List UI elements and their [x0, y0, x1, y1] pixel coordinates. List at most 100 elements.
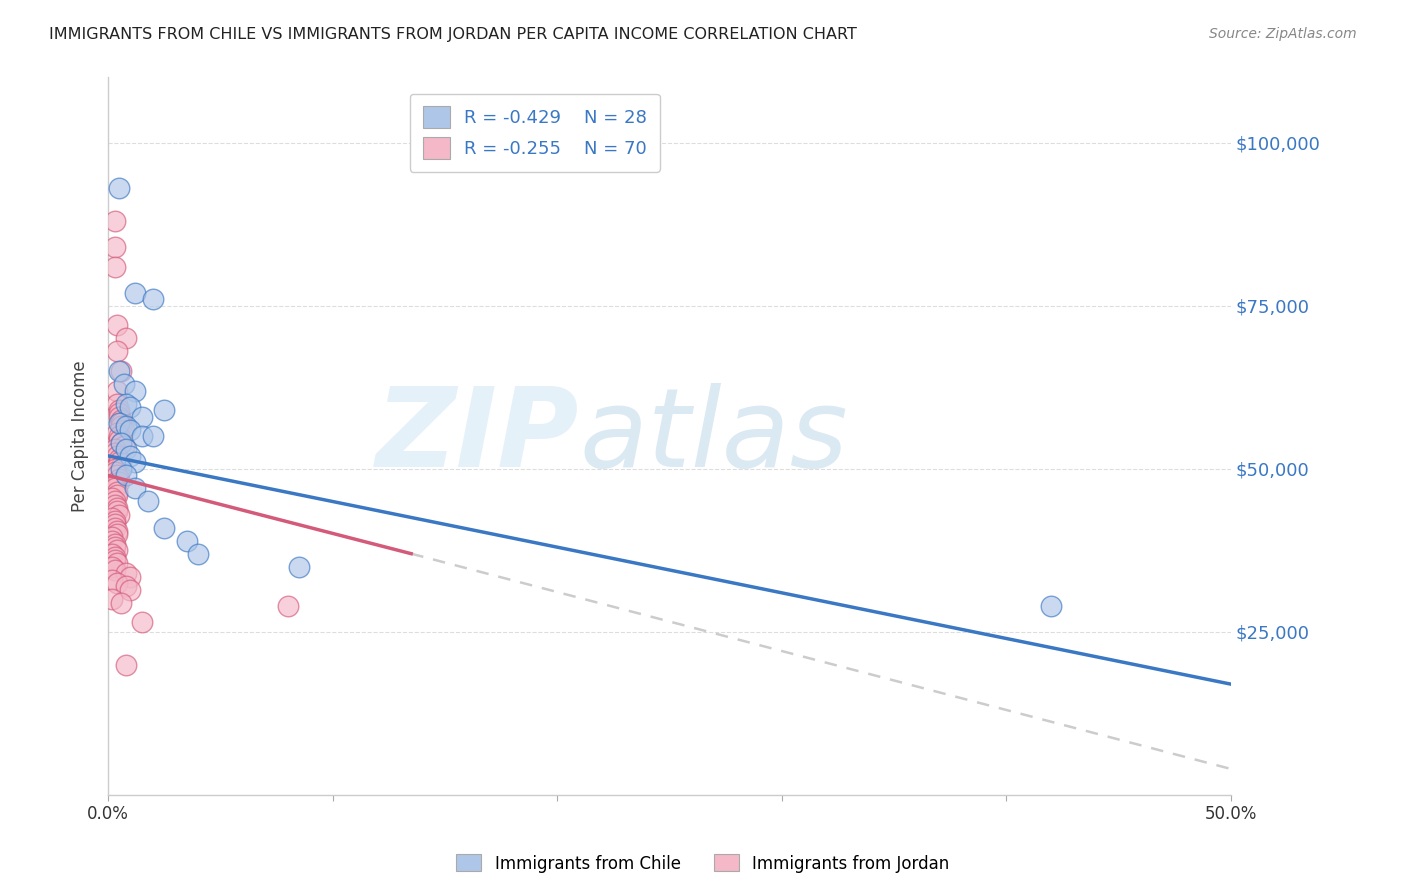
- Point: [104, 563, 127, 577]
- Point: [131, 409, 153, 424]
- Point: [142, 429, 165, 443]
- Point: [120, 582, 142, 597]
- Point: [108, 429, 131, 443]
- Point: [112, 439, 135, 453]
- Point: [101, 559, 124, 574]
- Point: [104, 537, 127, 551]
- Point: [115, 331, 138, 345]
- Point: [176, 533, 198, 548]
- Point: [104, 494, 127, 508]
- Point: [108, 433, 131, 447]
- Point: [104, 520, 127, 534]
- Point: [110, 462, 132, 476]
- Point: [120, 569, 142, 583]
- Point: [108, 364, 131, 378]
- Text: ZIP: ZIP: [377, 383, 579, 490]
- Point: [110, 435, 132, 450]
- Point: [101, 573, 124, 587]
- Point: [105, 344, 128, 359]
- Point: [108, 455, 131, 469]
- Point: [101, 491, 124, 506]
- Point: [104, 260, 127, 274]
- Point: [115, 397, 138, 411]
- Point: [101, 592, 124, 607]
- Legend: R = -0.429    N = 28, R = -0.255    N = 70: R = -0.429 N = 28, R = -0.255 N = 70: [411, 94, 659, 172]
- Point: [110, 419, 132, 434]
- Point: [110, 364, 132, 378]
- Point: [112, 423, 135, 437]
- Point: [104, 478, 127, 492]
- Point: [105, 504, 128, 518]
- Point: [108, 416, 131, 430]
- Point: [104, 553, 127, 567]
- Point: [115, 579, 138, 593]
- Point: [153, 520, 176, 534]
- Point: [108, 452, 131, 467]
- Point: [115, 657, 138, 672]
- Point: [104, 445, 127, 459]
- Point: [105, 488, 128, 502]
- Point: [110, 413, 132, 427]
- Point: [115, 468, 138, 483]
- Point: [105, 557, 128, 571]
- Point: [105, 449, 128, 463]
- Point: [104, 462, 127, 476]
- Point: [104, 442, 127, 457]
- Point: [105, 543, 128, 558]
- Point: [101, 510, 124, 524]
- Point: [1040, 599, 1063, 613]
- Point: [101, 547, 124, 561]
- Point: [277, 599, 299, 613]
- Point: [124, 285, 146, 300]
- Point: [101, 533, 124, 548]
- Point: [105, 318, 128, 333]
- Point: [104, 540, 127, 554]
- Y-axis label: Per Capita Income: Per Capita Income: [72, 360, 89, 512]
- Point: [115, 419, 138, 434]
- Point: [105, 524, 128, 538]
- Text: IMMIGRANTS FROM CHILE VS IMMIGRANTS FROM JORDAN PER CAPITA INCOME CORRELATION CH: IMMIGRANTS FROM CHILE VS IMMIGRANTS FROM…: [49, 27, 858, 42]
- Point: [105, 384, 128, 398]
- Point: [108, 403, 131, 417]
- Point: [124, 384, 146, 398]
- Point: [108, 508, 131, 522]
- Point: [110, 416, 132, 430]
- Point: [187, 547, 209, 561]
- Point: [153, 403, 176, 417]
- Point: [105, 527, 128, 541]
- Point: [124, 455, 146, 469]
- Point: [138, 494, 160, 508]
- Point: [104, 549, 127, 564]
- Point: [105, 425, 128, 440]
- Point: [120, 423, 142, 437]
- Point: [101, 530, 124, 544]
- Point: [142, 292, 165, 306]
- Text: atlas: atlas: [579, 383, 848, 490]
- Text: Source: ZipAtlas.com: Source: ZipAtlas.com: [1209, 27, 1357, 41]
- Point: [108, 406, 131, 420]
- Point: [104, 214, 127, 228]
- Point: [104, 498, 127, 512]
- Point: [104, 240, 127, 254]
- Point: [104, 465, 127, 479]
- Point: [108, 409, 131, 424]
- Point: [108, 475, 131, 489]
- Point: [288, 559, 311, 574]
- Point: [112, 377, 135, 392]
- Point: [131, 429, 153, 443]
- Point: [115, 442, 138, 457]
- Point: [105, 576, 128, 591]
- Point: [108, 472, 131, 486]
- Point: [105, 484, 128, 499]
- Point: [104, 517, 127, 532]
- Point: [105, 501, 128, 516]
- Point: [110, 596, 132, 610]
- Point: [108, 181, 131, 195]
- Point: [105, 397, 128, 411]
- Point: [104, 514, 127, 528]
- Point: [115, 566, 138, 581]
- Point: [110, 435, 132, 450]
- Point: [104, 482, 127, 496]
- Point: [105, 468, 128, 483]
- Point: [120, 449, 142, 463]
